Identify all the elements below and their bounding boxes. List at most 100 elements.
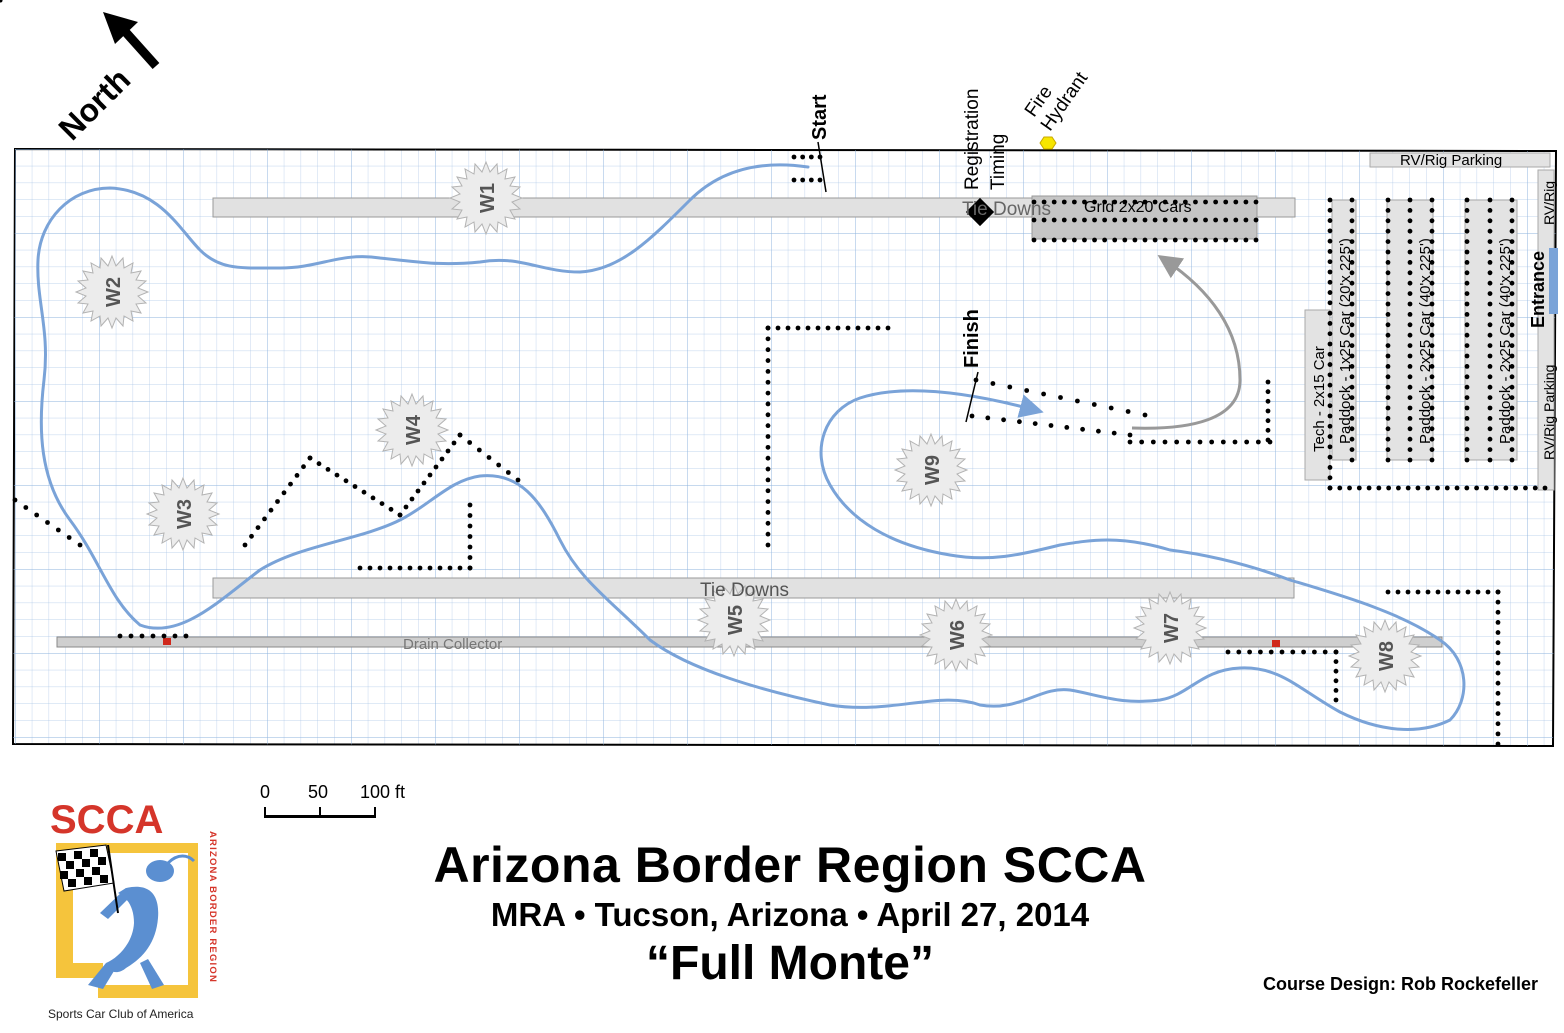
cone [1487,301,1493,307]
worker-station-w6: W6 [919,598,993,672]
cone [262,516,267,522]
cone [1265,408,1271,414]
cone [1349,228,1355,234]
cone [1051,237,1057,243]
cone [377,565,383,571]
cone [1349,322,1355,328]
cone [370,495,376,501]
cone [1112,217,1118,223]
worker-station-w4: W4 [375,393,449,467]
cone [1454,485,1460,491]
cone [242,542,248,548]
cone [407,565,413,571]
cone [281,490,287,496]
cone [1386,485,1392,491]
entrance-marker [1549,248,1558,314]
course-map: W1 W2 W3 W4 W5 W6 W7 W8 W9 Start Registr… [0,0,1558,748]
cone [1096,428,1101,434]
cone [1407,332,1413,338]
cone [1349,312,1355,317]
cone [1127,439,1133,445]
cone [467,565,473,571]
title-line-3: “Full Monte” [646,937,934,990]
cone [1253,199,1259,205]
cone [388,506,394,512]
svg-text:W9: W9 [922,455,944,485]
cone [765,510,771,515]
cone [1244,439,1250,445]
cone [403,504,409,510]
cone [1327,351,1333,357]
cone [1385,374,1391,380]
cone [1407,322,1413,328]
cone [1247,649,1252,655]
cone [1132,217,1138,223]
cone [1327,423,1333,429]
cone [825,325,831,331]
cone [1487,249,1493,255]
cone [1041,199,1047,205]
cone [1024,388,1030,393]
cone [1464,312,1470,317]
cone [1092,237,1097,243]
cone [1162,199,1168,205]
logo-text: SCCA [50,798,163,842]
cone [1487,364,1493,369]
drain-collector-label: Drain Collector [403,636,502,653]
cone [1509,426,1515,432]
cone [795,325,801,331]
cone [1429,291,1435,296]
cone [1487,332,1493,338]
cone [1464,301,1470,307]
cone [1385,447,1391,452]
cone [1509,332,1515,338]
cone [1349,457,1355,463]
cone [467,555,473,560]
cone [875,325,881,331]
cone [23,505,29,510]
cone [1429,416,1435,421]
cone [1233,237,1239,243]
cone [1464,280,1470,286]
cone [1174,439,1180,445]
cone [1509,405,1515,411]
cone [1407,426,1413,432]
cone [1407,395,1413,400]
cone [1495,721,1501,727]
cone [1051,217,1057,223]
cone [139,633,145,639]
cone [1203,199,1208,205]
cone [1464,416,1470,421]
cone [1509,416,1515,421]
cone [1429,364,1435,369]
cone [1327,454,1333,460]
cone [1464,485,1470,491]
cone [1429,260,1435,265]
cone [1429,374,1435,380]
cone [1185,439,1191,445]
cone [117,633,123,639]
cone [1243,199,1249,205]
cone [1385,457,1391,463]
cone [1349,364,1355,369]
cone [361,489,367,495]
cone [1041,237,1047,243]
cone [805,325,811,331]
cone [765,455,771,461]
cone [1385,405,1391,411]
cone [1327,393,1333,398]
cone [1142,217,1148,223]
cone [1464,332,1470,338]
cone [1327,238,1333,244]
cone [268,507,274,513]
cone [1429,343,1435,348]
cone [1487,426,1493,432]
cone [1327,218,1333,223]
cone [1193,237,1198,243]
cone [1349,426,1355,432]
cone [1464,374,1470,380]
cone [1102,237,1108,243]
cone [1322,649,1328,655]
cone [1349,343,1355,348]
cone [1041,391,1046,397]
